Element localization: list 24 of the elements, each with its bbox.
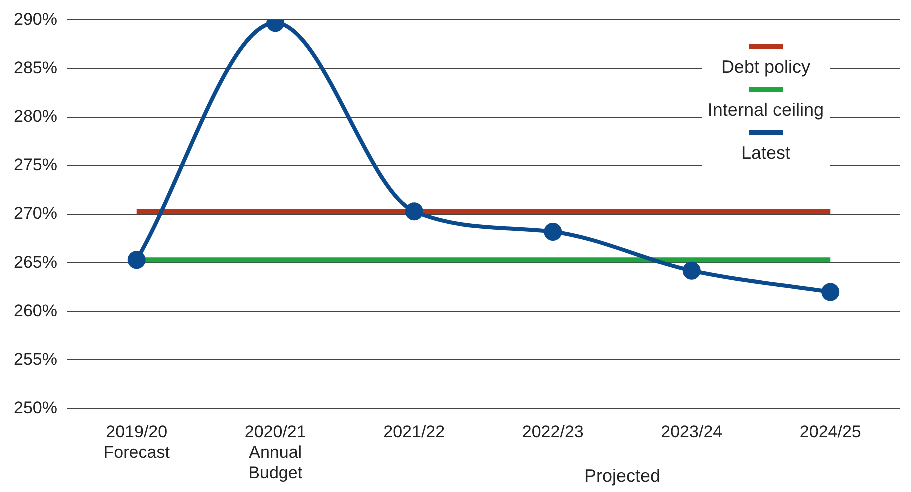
- y-tick-label: 280%: [14, 107, 58, 126]
- x-tick-label: 2020/21 Annual Budget: [244, 422, 306, 482]
- y-tick-label: 275%: [14, 156, 58, 175]
- point: [682, 262, 701, 280]
- x-tick-label: 2019/20 Forecast: [104, 422, 170, 462]
- x-tick-label: 2022/23: [522, 422, 584, 442]
- x-tick-label: 2024/25: [800, 422, 862, 442]
- y-tick-label: 265%: [14, 252, 58, 272]
- y-tick-label: 260%: [14, 301, 58, 320]
- y-tick-label: 250%: [14, 398, 58, 418]
- point: [822, 283, 840, 302]
- x-tick-label: 2023/24: [661, 422, 723, 442]
- y-tick-label: 285%: [14, 58, 58, 78]
- y-tick-label: 255%: [14, 350, 58, 369]
- text: Projected: [584, 466, 661, 486]
- y-tick-label: 270%: [14, 204, 58, 224]
- y-tick-label: 290%: [14, 10, 58, 29]
- point: [544, 222, 562, 241]
- point: [405, 202, 424, 221]
- point: [128, 251, 146, 270]
- legend-label: Internal ceiling: [708, 100, 824, 122]
- legend-label: Debt policy: [721, 57, 810, 78]
- legend-label: Latest: [741, 143, 790, 164]
- x-tick-label: 2021/22: [384, 422, 446, 442]
